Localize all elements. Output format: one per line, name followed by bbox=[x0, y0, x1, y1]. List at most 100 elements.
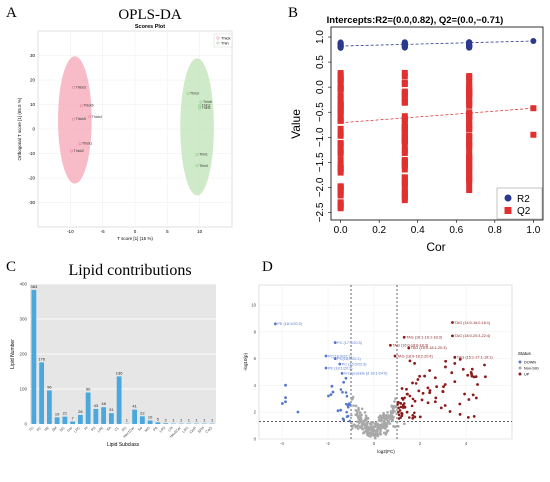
bar-value-label: 1 bbox=[172, 418, 175, 423]
bar-y-tick-label: 200 bbox=[19, 352, 27, 357]
volcano-point bbox=[474, 375, 478, 379]
volcano-point bbox=[377, 416, 381, 419]
volcano-down-label: PE (18:1/20:3) bbox=[277, 322, 302, 326]
bar-y-tick-label: 100 bbox=[19, 387, 27, 392]
volcano-point bbox=[366, 416, 370, 420]
volcano-point bbox=[330, 384, 334, 388]
volcano-point bbox=[458, 412, 462, 416]
volcano-up-label: TAG (18:0-20:3-22:4) bbox=[455, 334, 492, 338]
volcano-point bbox=[399, 405, 403, 409]
volcano-point bbox=[423, 374, 426, 378]
volcano-point bbox=[413, 415, 417, 419]
volcano-point bbox=[296, 410, 300, 414]
permutation-panel: Intercepts:R2=(0.0,0.82), Q2=(0.0,−0.71)… bbox=[289, 15, 544, 254]
bar-x-tick-label: MG bbox=[144, 426, 151, 433]
opls-y-tick-label: -30 bbox=[28, 200, 35, 205]
volcano-point bbox=[339, 388, 343, 391]
volcano-point bbox=[453, 362, 457, 365]
bar-value-label: 7 bbox=[72, 416, 75, 421]
volcano-point bbox=[284, 400, 287, 404]
perm-q2-point bbox=[337, 86, 344, 93]
volcano-point bbox=[274, 322, 277, 326]
volcano-point bbox=[381, 426, 385, 429]
perm-title: Intercepts:R2=(0.0,0.82), Q2=(0.0,−0.71) bbox=[327, 15, 504, 26]
volcano-point bbox=[360, 413, 363, 417]
volcano-point bbox=[433, 400, 437, 404]
opls-y-tick-label: 20 bbox=[30, 78, 36, 83]
volcano-ticks: -4 -2 0 2 4 0 2 4 6 8 10 bbox=[251, 303, 468, 446]
perm-q2-point bbox=[401, 125, 408, 132]
volcano-point bbox=[413, 411, 416, 415]
opls-point bbox=[72, 85, 76, 89]
volcano-point bbox=[393, 405, 397, 409]
volcano-point bbox=[451, 334, 454, 338]
volcano-point bbox=[341, 390, 344, 394]
bar-x-tick-label: CerP bbox=[189, 425, 198, 434]
volcano-point bbox=[364, 426, 367, 430]
volcano-point bbox=[389, 410, 393, 413]
volcano-point bbox=[397, 413, 401, 417]
volcano-legend-up-marker bbox=[518, 372, 522, 376]
volcano-point bbox=[406, 392, 409, 396]
bar-x-tick-label: TG bbox=[28, 426, 35, 433]
perm-ylabel: Value bbox=[289, 109, 303, 139]
volcano-point bbox=[416, 378, 420, 381]
perm-q2-point bbox=[466, 147, 473, 154]
volcano-point bbox=[376, 425, 379, 429]
volcano-point bbox=[339, 408, 343, 412]
volcano-point bbox=[345, 415, 349, 418]
bar bbox=[31, 289, 37, 424]
volcano-point bbox=[347, 402, 351, 405]
perm-r2-regression-line bbox=[340, 40, 534, 47]
opls-title: OPLS-DA bbox=[118, 7, 182, 23]
opls-point-label: Thick3 bbox=[76, 85, 86, 89]
perm-q2-point bbox=[337, 106, 344, 113]
opls-point-label: Thin5 bbox=[202, 106, 211, 110]
opls-point-label: Thin6 bbox=[203, 100, 212, 104]
volcano-labels: PE (18:1/20:3) PC (17:1/20:3) PC(18:0/22:1… bbox=[277, 321, 493, 376]
bar-value-label: 48 bbox=[101, 401, 106, 406]
volcano-point bbox=[364, 414, 368, 417]
volcano-point bbox=[348, 419, 352, 423]
volcano-point bbox=[433, 376, 437, 380]
volcano-point bbox=[357, 420, 361, 424]
bar-value-label: 21 bbox=[63, 411, 68, 416]
perm-q2-point bbox=[466, 169, 473, 176]
opls-point bbox=[186, 92, 190, 95]
perm-y-tick-label: −2.5 bbox=[315, 202, 326, 222]
volcano-point bbox=[403, 396, 406, 400]
volcano-point bbox=[329, 393, 333, 397]
opls-confidence-ellipse bbox=[58, 56, 92, 184]
bar-value-label: 383 bbox=[31, 284, 38, 289]
volcano-point bbox=[338, 362, 342, 366]
volcano-y-tick-label: 8 bbox=[254, 329, 257, 334]
volcano-point bbox=[450, 371, 454, 375]
opls-point bbox=[199, 100, 203, 104]
perm-q2-point bbox=[466, 163, 473, 170]
perm-legend: R2 Q2 bbox=[496, 187, 543, 220]
volcano-point bbox=[441, 390, 445, 393]
bar-x-tick-label: PI bbox=[84, 426, 89, 431]
bar-gridlines bbox=[30, 283, 216, 425]
volcano-point bbox=[344, 391, 348, 394]
perm-q2-point bbox=[401, 69, 408, 76]
volcano-point bbox=[386, 411, 389, 414]
bar-x-tick-label: PS bbox=[90, 425, 97, 432]
perm-q2-point bbox=[401, 143, 408, 150]
opls-ellipses bbox=[58, 56, 214, 196]
volcano-y-tick-label: 2 bbox=[254, 410, 257, 415]
volcano-point bbox=[369, 431, 372, 434]
volcano-point bbox=[395, 412, 398, 416]
perm-q2-point bbox=[466, 126, 473, 133]
opls-subtitle: Scores Plot bbox=[135, 24, 165, 30]
bar bbox=[46, 390, 52, 424]
perm-y-tick-label: −1.0 bbox=[315, 127, 326, 147]
bar-x-tick-label: PC bbox=[36, 426, 43, 433]
opls-x-tick-label: 10 bbox=[197, 229, 203, 234]
volcano-y-tick-label: 6 bbox=[254, 356, 257, 361]
volcano-point bbox=[375, 430, 378, 434]
bar-y-tick-label: 400 bbox=[19, 282, 27, 287]
bar-value-label: 1 bbox=[126, 418, 129, 423]
volcano-point bbox=[366, 421, 369, 424]
